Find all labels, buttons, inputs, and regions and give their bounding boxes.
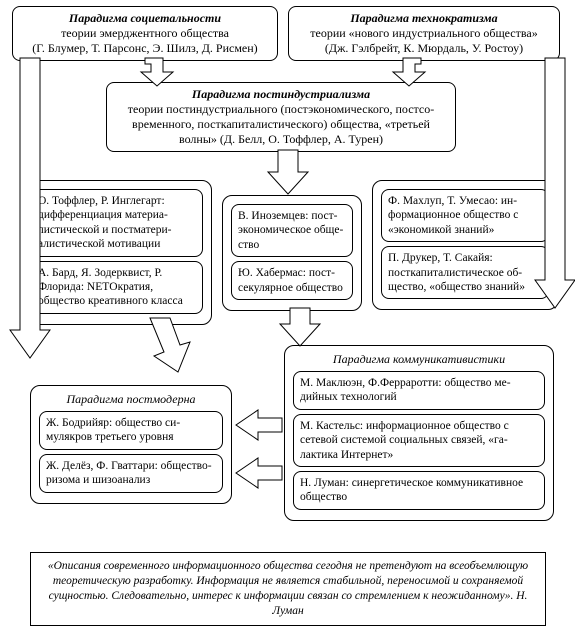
col-right-item2: П. Друкер, Т. Сакайя: посткапиталистичес…: [381, 246, 549, 299]
col-left-item2: А. Бард, Я. Зодерквист, Р. Флорида: NETО…: [31, 261, 203, 314]
paradigm-societality: Парадигма социетальности теории эмерджен…: [12, 6, 278, 61]
societality-line1: теории эмерджентного общества: [21, 26, 269, 41]
col-left-item1: О. Тоффлер, Р. Инглегарт: дифференциация…: [31, 189, 203, 257]
postind-line3: волны» (Д. Белл, О. Тоффлер, А. Турен): [115, 132, 447, 147]
communic-item3: Н. Луман: синергетическое коммуника­тивн…: [293, 471, 545, 510]
col-mid-item1: В. Иноземцев: пост­экономическое обще­ст…: [231, 204, 353, 257]
arrow-midcol-down: [280, 308, 320, 346]
postmodern-title: Парадигма постмодерна: [37, 392, 225, 407]
paradigm-postindustrialism: Парадигма постиндустриализма теории пост…: [106, 82, 456, 152]
postind-line2: временного, посткапиталистического) обще…: [115, 117, 447, 132]
col-mid-item2: Ю. Хабермас: пост­секулярное общество: [231, 261, 353, 300]
postind-line1: теории постиндустриального (постэкономич…: [115, 102, 447, 117]
societality-line2: (Г. Блумер, Т. Парсонс, Э. Шилз, Д. Рисм…: [21, 41, 269, 56]
column-left: О. Тоффлер, Р. Инглегарт: дифференциация…: [22, 180, 212, 325]
postmodern-item2: Ж. Делёз, Ф. Гваттари: общество-ризома и…: [39, 454, 223, 493]
communic-title: Парадигма коммуникативистики: [291, 352, 547, 367]
technocratism-line2: (Дж. Гэлбрейт, К. Мюрдаль, У. Ростоу): [297, 41, 551, 56]
technocratism-title: Парадигма технократизма: [297, 11, 551, 26]
postind-title: Парадигма постиндустриализма: [115, 87, 447, 102]
quote-box: «Описания современного информационного о…: [30, 552, 546, 626]
arrow-communic-to-postmodern-2: [236, 458, 282, 488]
paradigm-postmodern: Парадигма постмодерна Ж. Бодрийяр: общес…: [30, 385, 232, 504]
technocratism-line1: теории «нового индустриального общества»: [297, 26, 551, 41]
paradigm-technocratism: Парадигма технократизма теории «нового и…: [288, 6, 560, 61]
arrow-communic-to-postmodern-1: [236, 410, 282, 440]
societality-title: Парадигма социетальности: [21, 11, 269, 26]
arrow-leftcol-down: [150, 318, 190, 372]
communic-item2: М. Кастельс: информационное общество с с…: [293, 414, 545, 467]
arrow-postind-to-mid: [268, 150, 308, 194]
column-middle: В. Иноземцев: пост­экономическое обще­ст…: [222, 195, 362, 311]
column-right: Ф. Махлуп, Т. Умесао: ин­формационное об…: [372, 180, 558, 310]
postmodern-item1: Ж. Бодрийяр: общество си­мулякров третье…: [39, 411, 223, 450]
paradigm-communic: Парадигма коммуникативистики М. Маклюэн,…: [284, 345, 554, 521]
quote-text: «Описания современного информационного о…: [48, 560, 528, 602]
communic-item1: М. Маклюэн, Ф.Ферраротти: общество ме­ди…: [293, 371, 545, 410]
col-right-item1: Ф. Махлуп, Т. Умесао: ин­формационное об…: [381, 189, 549, 242]
